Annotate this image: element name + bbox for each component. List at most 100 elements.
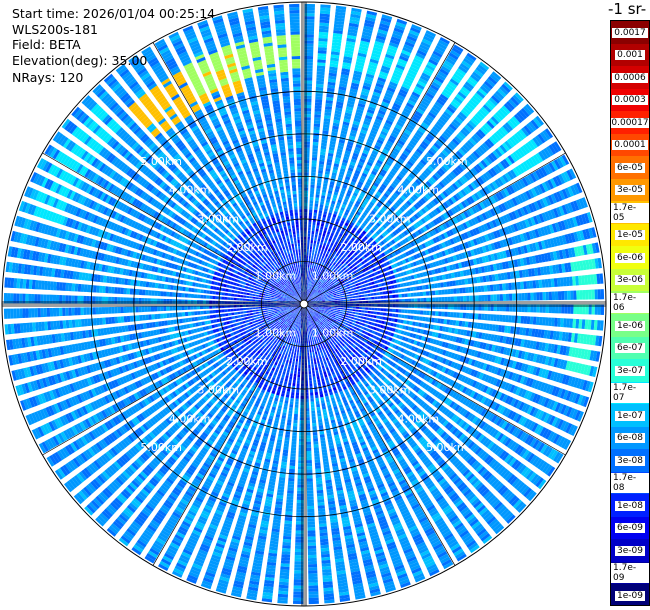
range-gate-cell <box>462 287 466 294</box>
range-gate-cell <box>359 319 364 323</box>
range-gate-cell <box>414 267 419 273</box>
range-gate-cell <box>426 263 431 269</box>
range-gate-cell <box>422 316 426 322</box>
range-gate-cell <box>386 271 391 276</box>
range-gate-cell <box>460 201 467 209</box>
range-gate-cell <box>419 187 426 194</box>
range-gate-cell <box>456 179 464 187</box>
range-gate-cell <box>357 289 361 292</box>
range-gate-cell <box>366 252 371 257</box>
range-gate-cell <box>454 167 462 175</box>
range-gate-cell <box>392 102 402 109</box>
range-gate-cell <box>397 91 407 98</box>
range-gate-cell <box>401 49 411 57</box>
range-gate-cell <box>496 294 500 301</box>
range-gate-cell <box>490 116 500 125</box>
range-gate-cell <box>375 230 381 236</box>
range-gate-cell <box>337 307 341 310</box>
range-gate-cell <box>312 281 315 285</box>
range-gate-cell <box>484 122 493 131</box>
range-gate-cell <box>320 295 324 298</box>
range-gate-cell <box>472 228 478 236</box>
range-gate-cell <box>308 286 311 290</box>
range-gate-cell <box>403 271 408 276</box>
range-gate-cell <box>399 88 408 95</box>
range-gate-cell <box>332 269 336 274</box>
range-gate-cell <box>389 39 400 46</box>
range-gate-cell <box>328 306 332 308</box>
range-gate-cell <box>360 291 365 294</box>
range-gate-cell <box>380 217 385 223</box>
range-gate-cell <box>342 267 347 271</box>
range-gate-cell <box>441 133 449 141</box>
range-gate-cell <box>324 308 328 310</box>
range-gate-cell <box>368 274 373 278</box>
range-gate-cell <box>382 238 388 244</box>
range-gate-cell <box>337 176 343 182</box>
range-gate-cell <box>311 157 318 161</box>
range-gate-cell <box>386 249 391 254</box>
range-gate-cell <box>394 273 399 278</box>
range-gate-cell <box>444 249 449 256</box>
range-gate-cell <box>363 82 372 88</box>
range-gate-cell <box>491 181 499 190</box>
range-gate-cell <box>428 86 438 94</box>
range-gate-cell <box>479 61 490 71</box>
range-gate-cell <box>534 228 540 238</box>
range-gate-cell <box>340 77 349 82</box>
range-gate-cell <box>304 16 315 20</box>
range-gate-cell <box>327 248 331 252</box>
range-gate-cell <box>583 212 590 224</box>
range-gate-cell <box>334 221 339 226</box>
range-gate-cell <box>362 169 369 175</box>
range-gate-cell <box>336 257 340 261</box>
range-gate-cell <box>511 293 516 301</box>
range-gate-cell <box>382 316 386 320</box>
range-gate-cell <box>439 224 445 231</box>
range-gate-cell <box>335 273 340 277</box>
range-gate-cell <box>342 121 350 126</box>
range-gate-cell <box>432 311 436 316</box>
range-gate-cell <box>360 232 365 238</box>
range-gate-cell <box>310 295 313 298</box>
range-gate-cell <box>364 297 369 300</box>
range-gate-cell <box>392 129 400 136</box>
range-gate-cell <box>356 286 360 289</box>
range-gate-cell <box>317 173 323 177</box>
range-gate-cell <box>348 247 353 251</box>
range-gate-cell <box>417 266 422 272</box>
range-gate-cell <box>395 64 405 71</box>
range-gate-cell <box>449 256 455 263</box>
range-gate-cell <box>309 203 313 207</box>
range-gate-cell <box>469 137 477 146</box>
range-gate-cell <box>347 280 352 284</box>
range-gate-cell <box>465 156 474 165</box>
range-gate-cell <box>410 315 414 320</box>
range-gate-cell <box>312 249 315 253</box>
range-gate-cell <box>572 216 578 227</box>
range-gate-cell <box>450 121 460 129</box>
range-gate-cell <box>332 125 339 130</box>
range-gate-cell <box>367 265 372 270</box>
range-gate-cell <box>474 113 484 122</box>
range-gate-cell <box>409 66 419 73</box>
range-gate-cell <box>383 244 388 250</box>
range-gate-cell <box>420 41 431 49</box>
range-gate-cell <box>350 158 357 164</box>
range-gate-cell <box>548 224 555 234</box>
range-gate-cell <box>549 178 557 188</box>
range-gate-cell <box>359 178 365 183</box>
range-gate-cell <box>337 215 342 220</box>
range-gate-cell <box>337 243 342 247</box>
range-gate-cell <box>362 123 370 129</box>
range-gate-cell <box>514 247 519 256</box>
range-gate-cell <box>304 120 311 124</box>
range-gate-cell <box>567 202 574 213</box>
range-gate-cell <box>320 4 331 9</box>
range-gate-cell <box>406 160 414 167</box>
range-gate-cell <box>410 183 417 190</box>
range-gate-cell <box>375 213 381 219</box>
range-gate-cell <box>444 289 448 295</box>
range-gate-cell <box>402 252 407 258</box>
range-gate-cell <box>336 98 345 103</box>
